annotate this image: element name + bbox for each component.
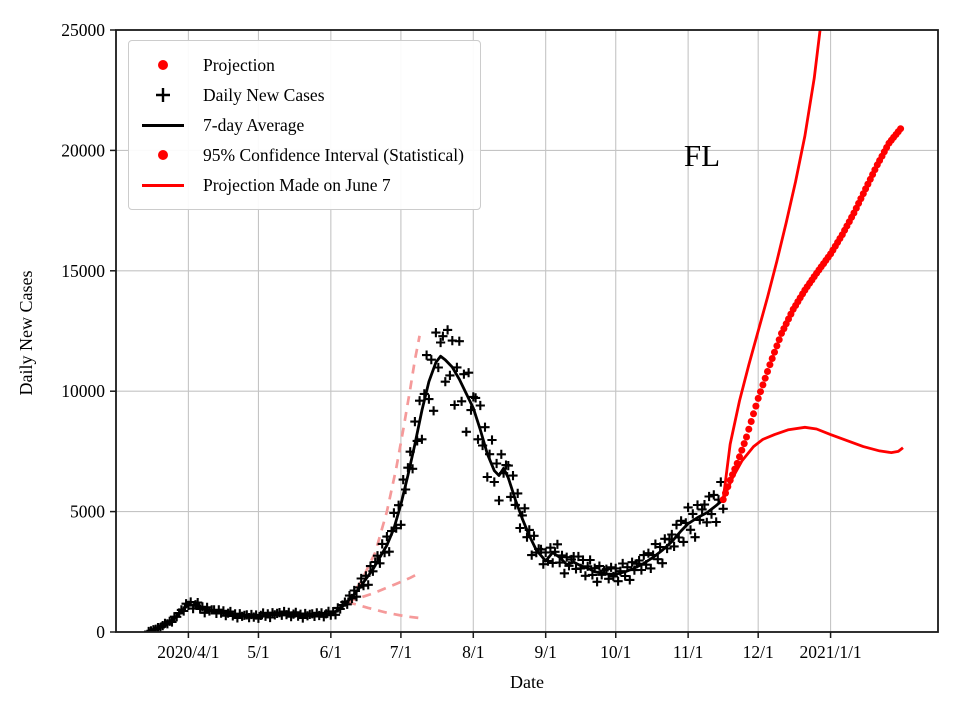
y-tick-label: 0 bbox=[96, 622, 105, 642]
x-axis-title: Date bbox=[510, 672, 544, 692]
legend-handle bbox=[139, 86, 187, 104]
plus-marker-icon bbox=[156, 88, 170, 102]
legend: Projection Daily New Cases 7-day Average… bbox=[128, 40, 481, 210]
red-dot-marker-icon bbox=[158, 150, 168, 160]
series-95-confidence-interval-lower bbox=[721, 425, 904, 501]
legend-item-7-day-average: 7-day Average bbox=[139, 110, 464, 140]
x-tick-label: 8/1 bbox=[462, 642, 484, 662]
x-tick-label: 11/1 bbox=[673, 642, 703, 662]
plot-frame bbox=[115, 29, 939, 633]
x-tick-label: 10/1 bbox=[600, 642, 631, 662]
legend-label: 95% Confidence Interval (Statistical) bbox=[203, 144, 464, 165]
legend-handle bbox=[139, 60, 187, 70]
legend-handle bbox=[139, 123, 187, 127]
y-tick-label: 10000 bbox=[61, 381, 105, 401]
y-tick-label: 25000 bbox=[61, 20, 105, 40]
x-tick-label: 5/1 bbox=[247, 642, 269, 662]
legend-handle bbox=[139, 183, 187, 187]
red-line-sample-icon bbox=[142, 183, 184, 187]
y-tick-label: 15000 bbox=[61, 261, 105, 281]
legend-item-confidence-interval: 95% Confidence Interval (Statistical) bbox=[139, 140, 464, 170]
legend-item-daily-new-cases: Daily New Cases bbox=[139, 80, 464, 110]
x-tick-label: 12/1 bbox=[743, 642, 774, 662]
legend-label: Daily New Cases bbox=[203, 84, 325, 105]
x-tick-label: 2020/4/1 bbox=[157, 642, 219, 662]
series-daily-new-cases-markers bbox=[144, 325, 728, 632]
legend-item-projection: Projection bbox=[139, 50, 464, 80]
axis-ticks bbox=[110, 29, 832, 638]
x-tick-label: 9/1 bbox=[534, 642, 556, 662]
legend-label: 7-day Average bbox=[203, 114, 305, 135]
series-projection-made-on-june-7-lower bbox=[346, 600, 420, 620]
legend-item-june7-projection: Projection Made on June 7 bbox=[139, 170, 464, 200]
legend-label: Projection Made on June 7 bbox=[203, 174, 391, 195]
legend-handle bbox=[139, 150, 187, 160]
x-tick-label: 6/1 bbox=[320, 642, 342, 662]
series-7-day-average bbox=[148, 354, 725, 632]
x-tick-label: 2021/1/1 bbox=[799, 642, 861, 662]
plot-series bbox=[144, 30, 905, 632]
legend-label: Projection bbox=[203, 54, 275, 75]
black-line-sample-icon bbox=[142, 123, 184, 127]
y-tick-label: 20000 bbox=[61, 140, 105, 160]
y-axis-title: Daily New Cases bbox=[16, 270, 36, 396]
series-projection-dots bbox=[719, 125, 905, 504]
red-dot-marker-icon bbox=[158, 60, 168, 70]
series-95-confidence-interval-upper bbox=[721, 30, 822, 500]
series-projection-made-on-june-7-mid bbox=[346, 571, 421, 604]
y-tick-label: 5000 bbox=[70, 502, 105, 522]
axis-tick-labels: 2020/4/1 5/1 6/1 7/1 8/1 9/1 10/1 11/1 12/1 2021/… bbox=[61, 20, 861, 662]
state-annotation: FL bbox=[683, 138, 721, 173]
x-tick-label: 7/1 bbox=[390, 642, 412, 662]
